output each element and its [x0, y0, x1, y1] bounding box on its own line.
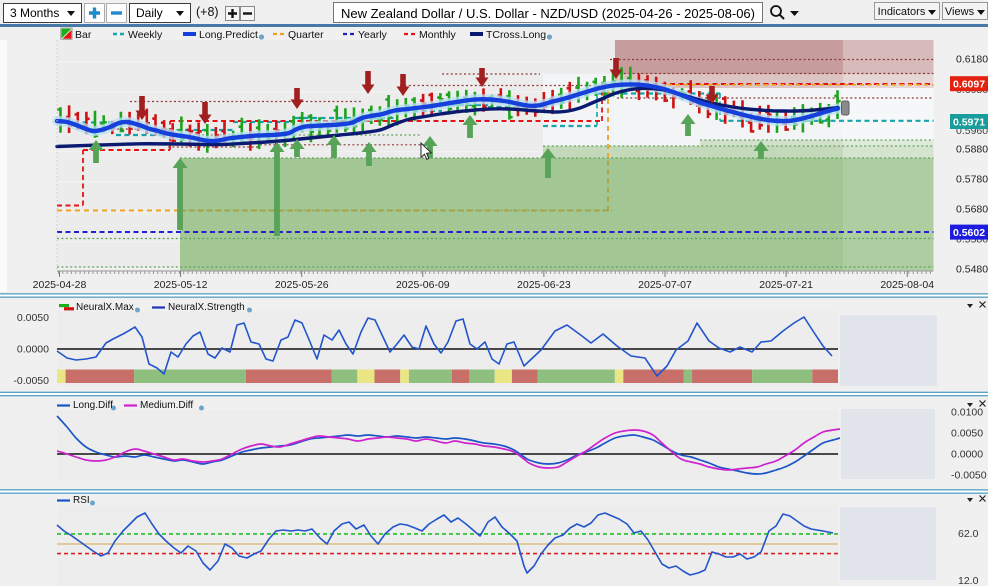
- svg-text:-0.0050: -0.0050: [951, 470, 987, 482]
- svg-text:0.0000: 0.0000: [17, 344, 49, 356]
- svg-text:2025-05-12: 2025-05-12: [154, 279, 208, 291]
- svg-text:0.5971: 0.5971: [953, 116, 985, 128]
- svg-text:0.5680: 0.5680: [956, 204, 988, 216]
- svg-text:0.5480: 0.5480: [956, 264, 988, 276]
- svg-text:2025-06-23: 2025-06-23: [517, 279, 571, 291]
- svg-text:0.0050: 0.0050: [17, 312, 49, 324]
- svg-text:0.0000: 0.0000: [951, 449, 983, 461]
- svg-text:0.6097: 0.6097: [953, 79, 985, 91]
- svg-text:0.5880: 0.5880: [956, 144, 988, 156]
- svg-text:2025-05-26: 2025-05-26: [275, 279, 329, 291]
- svg-text:0.6180: 0.6180: [956, 54, 988, 66]
- svg-text:2025-06-09: 2025-06-09: [396, 279, 450, 291]
- svg-text:62.0: 62.0: [958, 528, 979, 540]
- svg-text:0.0050: 0.0050: [951, 428, 983, 440]
- svg-text:0.5780: 0.5780: [956, 174, 988, 186]
- svg-text:12.0: 12.0: [958, 575, 979, 586]
- svg-text:-0.0050: -0.0050: [13, 375, 49, 387]
- svg-text:0.0100: 0.0100: [951, 407, 983, 419]
- svg-text:2025-07-07: 2025-07-07: [638, 279, 692, 291]
- svg-text:2025-07-21: 2025-07-21: [759, 279, 813, 291]
- svg-text:2025-04-28: 2025-04-28: [33, 279, 87, 291]
- svg-text:2025-08-04: 2025-08-04: [880, 279, 934, 291]
- svg-text:0.5602: 0.5602: [953, 227, 985, 239]
